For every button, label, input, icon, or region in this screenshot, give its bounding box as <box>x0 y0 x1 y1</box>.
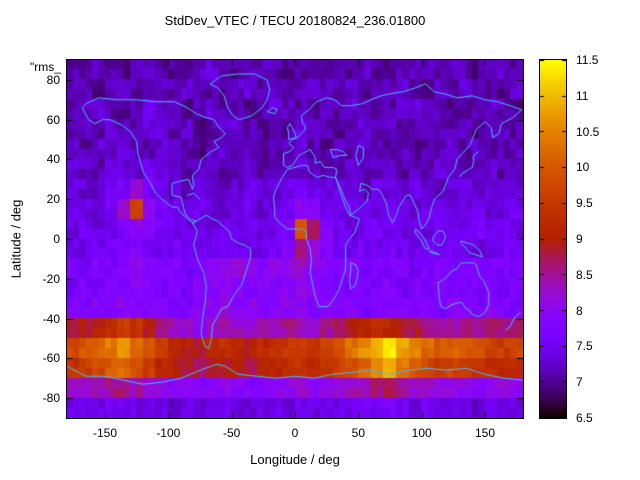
y-tick-label: -80 <box>42 391 60 406</box>
colorbar-tick-label: 8 <box>576 303 583 318</box>
plot-title: StdDev_VTEC / TECU 20180824_236.01800 <box>164 13 426 28</box>
colorbar-tick-label: 9 <box>576 232 583 246</box>
y-tick-label: -40 <box>42 311 60 326</box>
colorbar-tick-label: 11 <box>576 88 589 103</box>
vtec-heatmap-canvas <box>67 60 523 418</box>
y-tick-label: 0 <box>53 232 60 246</box>
colorbar-tick-label: 10.5 <box>576 124 600 139</box>
colorbar-border <box>539 59 567 419</box>
y-tick-label: 60 <box>46 112 60 127</box>
x-tick-label: 50 <box>351 426 365 440</box>
x-tick-label: 150 <box>474 426 496 440</box>
plot-border <box>66 59 524 419</box>
x-tick-label: 0 <box>291 426 299 440</box>
y-tick-label: -20 <box>42 271 60 286</box>
x-tick-label: -100 <box>156 426 181 440</box>
colorbar-tick-label: 9.5 <box>576 196 593 211</box>
x-tick-label: -150 <box>92 426 118 440</box>
series-key-label: "rms_ <box>30 60 61 74</box>
colorbar-tick-label: 10 <box>576 160 590 175</box>
y-tick-label: 80 <box>46 72 60 87</box>
x-axis-label: Longitude / deg <box>250 452 340 467</box>
y-tick-label: 20 <box>46 192 60 207</box>
colorbar-tick-label: 11.5 <box>576 53 599 67</box>
colorbar-tick-label: 7 <box>576 375 583 390</box>
colorbar-tick-label: 7.5 <box>576 339 593 354</box>
x-tick-label: 100 <box>411 426 432 440</box>
colorbar-tick-label: 6.5 <box>576 411 593 425</box>
y-tick-label: 40 <box>46 152 60 167</box>
colorbar-tick-label: 8.5 <box>576 267 593 282</box>
y-tick-label: -60 <box>42 351 60 366</box>
colorbar-canvas <box>540 60 566 418</box>
x-tick-label: -50 <box>222 426 241 440</box>
